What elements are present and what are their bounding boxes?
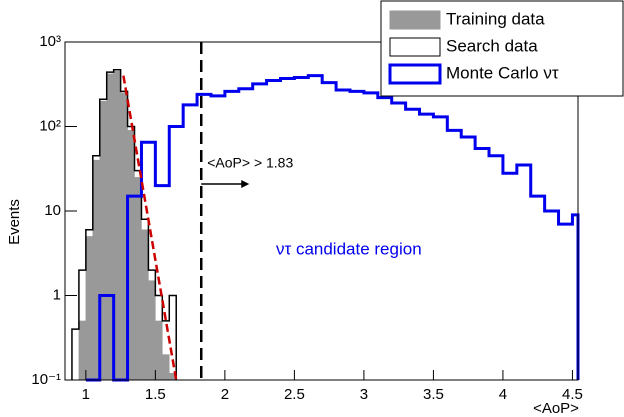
x-tick-label: 3.5 — [423, 386, 444, 403]
x-tick-label: 3 — [360, 386, 368, 403]
y-tick-label: 10⁻¹ — [31, 371, 61, 388]
x-axis-title: <AoP> — [533, 400, 579, 417]
hist-bar — [141, 229, 149, 381]
y-axis-title: Events — [6, 199, 23, 245]
y-tick-label: 10² — [39, 117, 61, 134]
hist-step — [85, 74, 580, 382]
x-tick-label: 2.5 — [284, 386, 305, 403]
hist-bar — [155, 320, 163, 381]
legend-swatch — [388, 63, 442, 85]
hist-bar — [162, 354, 170, 381]
x-tick-label: 4 — [499, 386, 507, 403]
legend-swatch — [389, 37, 441, 57]
y-tick-label: 1 — [53, 286, 61, 303]
hist-bar — [78, 320, 87, 381]
hist-bar — [134, 177, 142, 381]
cut-arrowhead — [241, 180, 250, 188]
x-tick-label: 1.5 — [145, 386, 166, 403]
region-label: ντ candidate region — [276, 239, 422, 258]
legend-label: Search data — [446, 36, 538, 55]
x-tick-label: 2 — [221, 386, 229, 403]
hist-bar — [148, 280, 156, 381]
legend-label: Training data — [446, 9, 545, 28]
legend-swatch — [389, 10, 441, 30]
cut-label: <AoP> > 1.83 — [207, 155, 293, 171]
x-tick-label: 4.5 — [562, 386, 583, 403]
y-tick-label: 10 — [44, 202, 61, 219]
y-tick-label: 10³ — [39, 33, 61, 50]
x-tick-label: 1 — [82, 386, 90, 403]
hist-bar — [85, 236, 94, 381]
fit-line — [122, 75, 178, 381]
legend-label: Monte Carlo ντ — [446, 63, 559, 82]
